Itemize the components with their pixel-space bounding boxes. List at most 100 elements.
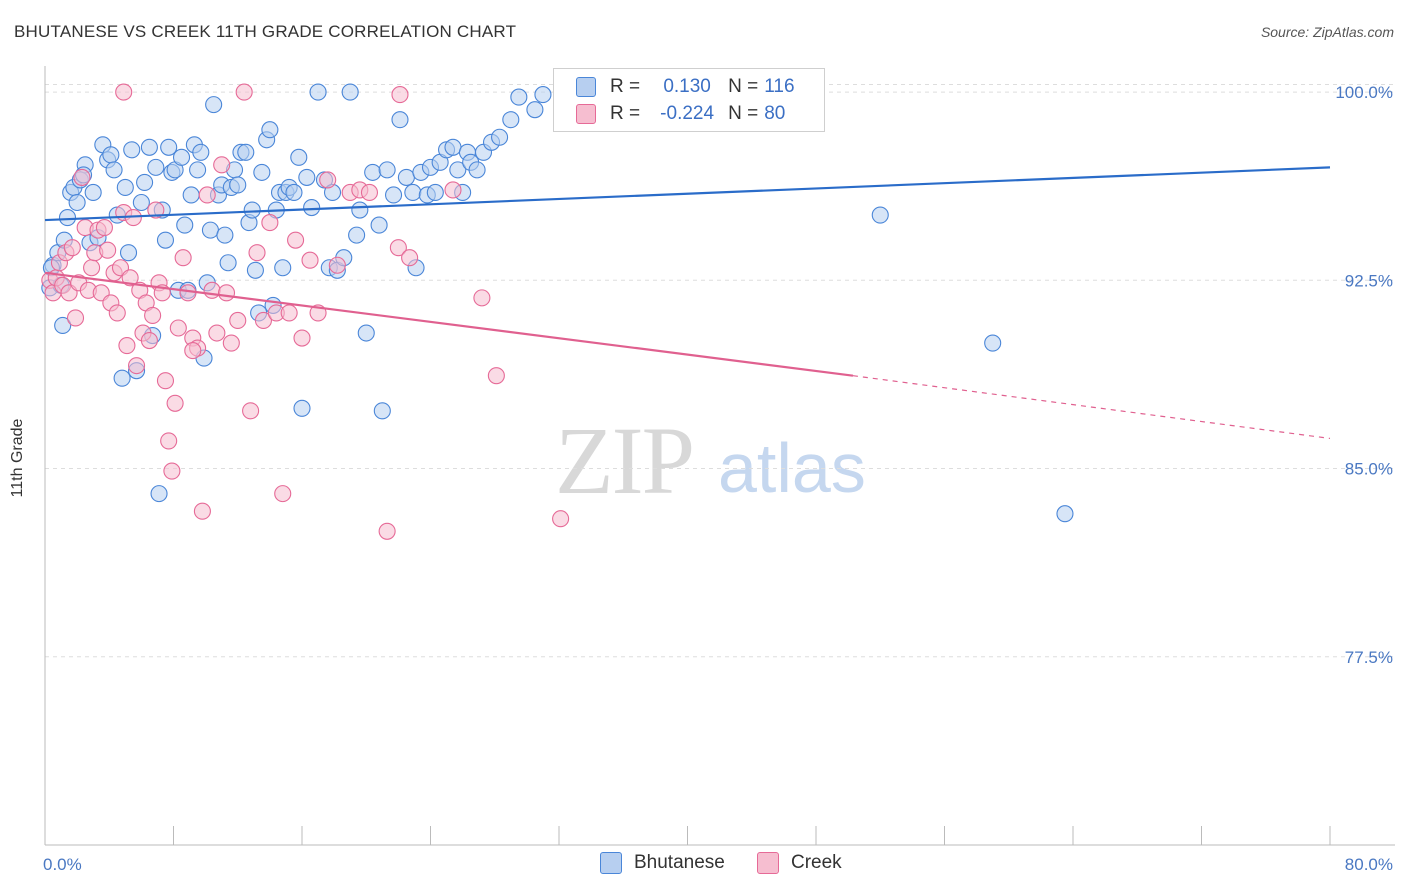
creek-point	[229, 311, 247, 330]
creek-point	[319, 171, 337, 189]
bhutanese-point	[105, 161, 123, 179]
creek-point	[552, 510, 570, 528]
bhutanese-point	[261, 121, 279, 139]
bhutanese-point	[385, 186, 403, 204]
legend-r-value: -0.224	[660, 103, 715, 124]
legend-n-label: N =	[728, 76, 759, 97]
creek-point	[222, 334, 240, 352]
legend-swatch-pink	[576, 104, 596, 124]
bhutanese-point	[348, 226, 366, 244]
creek-point	[274, 485, 292, 503]
legend-n-value: 80	[764, 103, 786, 124]
bhutanese-point	[491, 128, 509, 146]
legend-r-value: 0.130	[663, 76, 711, 97]
bhutanese-point	[984, 334, 1002, 352]
series-legend-bhutanese[interactable]: Bhutanese	[600, 852, 725, 874]
legend-r-label: R =	[610, 103, 641, 124]
y-tick-label: 100.0%	[1335, 83, 1393, 102]
bhutanese-point	[123, 141, 141, 159]
creek-point	[160, 432, 178, 450]
creek-point	[179, 284, 197, 302]
creek-point	[378, 522, 396, 540]
creek-point	[140, 331, 158, 350]
bhutanese-point	[84, 183, 102, 202]
data-points	[41, 83, 1074, 540]
bhutanese-point	[468, 161, 486, 179]
bhutanese-point	[357, 324, 375, 342]
creek-point	[169, 319, 187, 337]
bhutanese-point	[364, 163, 382, 181]
legend-r-label: R =	[610, 76, 641, 97]
gridlines	[45, 84, 1395, 658]
bhutanese-point	[219, 254, 237, 272]
bhutanese-point	[298, 168, 316, 186]
y-tick-label: 77.5%	[1345, 648, 1393, 667]
bhutanese-point	[391, 111, 409, 129]
creek-point	[95, 219, 113, 237]
creek-point	[118, 337, 136, 355]
creek-point	[248, 244, 266, 262]
bhutanese-point	[68, 193, 86, 212]
axes	[44, 66, 1395, 846]
series-legend: Bhutanese Creek	[0, 852, 1406, 876]
creek-point	[242, 402, 260, 420]
creek-point	[147, 201, 165, 219]
watermark-atlas: atlas	[718, 429, 866, 507]
bhutanese-point	[116, 178, 134, 196]
bhutanese-point	[370, 216, 388, 234]
creek-trend-extension	[852, 375, 1331, 440]
bhutanese-point	[54, 316, 72, 335]
bhutanese-point	[290, 148, 308, 166]
bhutanese-point	[285, 183, 303, 202]
y-tick-label: 85.0%	[1345, 460, 1393, 479]
bhutanese-point	[449, 161, 467, 179]
bhutanese-point	[303, 198, 321, 217]
bhutanese-point	[176, 216, 194, 234]
bhutanese-point	[274, 259, 292, 277]
series-legend-creek[interactable]: Creek	[757, 852, 842, 874]
creek-point	[66, 309, 85, 327]
creek-point	[301, 251, 319, 269]
creek-point	[174, 249, 192, 267]
trend-lines	[44, 166, 1331, 440]
tick-labels: 100.0% 92.5% 85.0% 77.5% 0.0% 80.0%	[43, 83, 1393, 874]
bhutanese-point	[510, 88, 528, 106]
creek-point	[213, 156, 231, 174]
bhutanese-point	[1056, 505, 1074, 523]
legend-swatch-blue	[600, 852, 622, 874]
creek-point	[473, 289, 491, 307]
bhutanese-point	[150, 485, 168, 503]
bhutanese-point	[192, 143, 210, 161]
creek-point	[360, 183, 379, 202]
bhutanese-point	[426, 183, 444, 202]
bhutanese-point	[58, 209, 77, 227]
creek-point	[287, 231, 305, 249]
creek-point	[261, 214, 279, 232]
x-tick-label: 0.0%	[43, 855, 82, 874]
creek-point	[293, 329, 311, 347]
creek-point	[115, 83, 133, 101]
bhutanese-point	[147, 158, 165, 176]
creek-point	[444, 181, 462, 199]
creek-point	[203, 281, 221, 299]
creek-point	[108, 304, 126, 322]
bhutanese-point	[534, 86, 552, 104]
bhutanese-point	[119, 244, 138, 262]
bhutanese-point	[373, 402, 391, 420]
creek-point	[144, 306, 162, 324]
bhutanese-point	[397, 168, 415, 186]
creek-point	[235, 83, 253, 101]
legend-swatch-pink	[757, 852, 779, 874]
bhutanese-point	[132, 193, 150, 212]
bhutanese-point	[136, 173, 154, 191]
legend-n-label: N =	[728, 103, 759, 124]
correlation-legend: R = 0.130 N = 116 R = -0.224 N = 80	[553, 68, 825, 132]
creek-point	[99, 241, 117, 259]
bhutanese-point	[246, 261, 264, 279]
chart-source: Source: ZipAtlas.com	[1260, 24, 1394, 40]
bhutanese-point	[237, 143, 255, 161]
series-legend-label: Bhutanese	[634, 852, 725, 873]
legend-swatch-blue	[576, 77, 596, 97]
bhutanese-point	[351, 201, 369, 219]
